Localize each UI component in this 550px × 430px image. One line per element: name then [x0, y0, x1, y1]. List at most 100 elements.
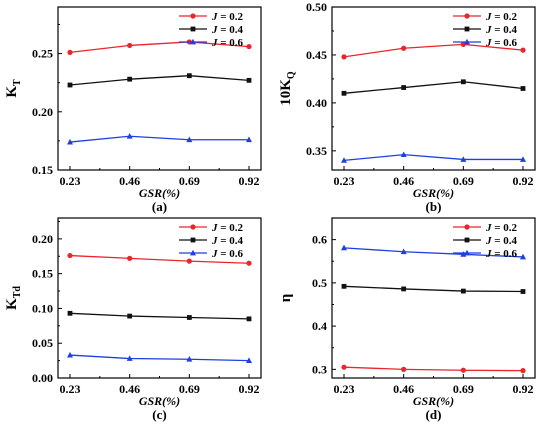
x-tick-label: 0.69: [179, 382, 200, 396]
x-tick-label: 0.92: [513, 174, 534, 188]
data-point: [246, 43, 252, 50]
x-tick-label: 0.69: [179, 174, 200, 188]
data-point: [126, 133, 133, 139]
legend-label: J = 0.2: [211, 222, 244, 234]
y-axis-label: 10KQ: [278, 71, 297, 106]
y-tick-label: 0.25: [32, 47, 53, 61]
data-point: [400, 248, 407, 255]
data-point: [460, 367, 466, 373]
legend-item: J = 0.2: [179, 11, 244, 23]
series-line: [69, 135, 249, 143]
series-1: [67, 252, 252, 266]
data-point: [341, 54, 347, 60]
legend-label: J = 0.2: [485, 222, 518, 234]
y-tick-label: 0.20: [32, 232, 53, 246]
legend-item: J = 0.4: [179, 24, 244, 36]
data-point: [67, 49, 73, 56]
legend-marker: [190, 237, 196, 243]
x-axis-label: GSR(%): [413, 186, 454, 200]
series-2: [341, 283, 526, 294]
y-tick-label: 0.05: [32, 336, 53, 350]
data-point: [460, 156, 467, 162]
series-line: [343, 81, 524, 94]
series-2: [341, 79, 526, 96]
data-point: [520, 47, 526, 53]
legend-marker: [190, 249, 196, 256]
data-point: [401, 45, 407, 51]
chart-panel-c: 0.00 0.05 0.10 0.15 0.20 0.23 0.46 0.69 0.92 GSR(…: [4, 217, 262, 422]
y-axis-label: η: [278, 294, 294, 303]
legend-item: J = 0.4: [453, 24, 518, 36]
legend-marker: [464, 26, 470, 32]
data-point: [520, 289, 526, 294]
y-tick-label: 0.40: [306, 96, 327, 110]
legend-item: J = 0.6: [179, 37, 244, 49]
legend-label: J = 0.6: [211, 248, 244, 260]
data-point: [67, 310, 73, 316]
data-point: [246, 136, 252, 143]
data-point: [186, 315, 192, 320]
legend-marker: [464, 237, 470, 243]
y-tick-label: 0.00: [32, 371, 53, 385]
series-2: [67, 310, 252, 322]
data-point: [186, 356, 193, 362]
y-axis-label: KTd: [4, 286, 23, 310]
data-point: [400, 151, 407, 158]
legend-item: J = 0.2: [453, 11, 518, 23]
legend-label: J = 0.4: [485, 24, 518, 36]
series-line: [69, 75, 250, 86]
data-point: [460, 79, 466, 85]
legend-label: J = 0.4: [485, 235, 518, 247]
legend-marker: [464, 13, 470, 19]
data-point: [67, 252, 73, 259]
data-point: [186, 136, 193, 143]
data-point: [127, 42, 133, 49]
series-3: [67, 351, 252, 364]
series-1: [341, 41, 526, 60]
y-tick-label: 0.50: [306, 0, 327, 14]
data-point: [67, 351, 73, 358]
data-point: [341, 283, 347, 289]
series-line: [343, 285, 524, 293]
data-point: [341, 364, 347, 370]
x-tick-label: 0.92: [239, 382, 260, 396]
y-tick-label: 0.15: [32, 267, 53, 281]
x-axis-label: GSR(%): [413, 394, 454, 408]
legend-marker: [464, 224, 470, 230]
legend-label: J = 0.6: [485, 37, 518, 49]
y-tick-label: 0.15: [32, 163, 53, 177]
y-tick-label: 0.6: [312, 233, 327, 247]
data-point: [520, 86, 526, 91]
series-line: [343, 366, 524, 372]
legend-marker: [464, 38, 470, 45]
data-point: [520, 253, 526, 260]
legend-item: J = 0.6: [453, 37, 518, 49]
data-point: [127, 313, 133, 319]
chart-panel-d: 0.3 0.4 0.5 0.6 0.23 0.46 0.69 0.92 GSR(%)(d) η J …: [278, 217, 536, 422]
x-tick-label: 0.69: [453, 174, 474, 188]
legend-item: J = 0.6: [453, 248, 518, 260]
legend-marker: [190, 224, 196, 230]
legend-item: J = 0.4: [453, 235, 518, 247]
data-point: [401, 366, 407, 372]
x-tick-label: 0.92: [239, 174, 260, 188]
data-point: [341, 244, 347, 251]
data-point: [67, 82, 73, 88]
y-tick-label: 0.10: [32, 301, 53, 315]
data-point: [127, 255, 133, 261]
y-tick-label: 0.5: [312, 276, 327, 290]
data-point: [186, 73, 192, 79]
legend-label: J = 0.2: [485, 11, 518, 23]
data-point: [460, 288, 466, 294]
data-point: [246, 357, 252, 364]
series-3: [67, 133, 252, 145]
series-line: [69, 354, 250, 362]
data-point: [520, 368, 526, 374]
x-axis-label: GSR(%): [139, 186, 180, 200]
legend-item: J = 0.6: [179, 248, 244, 260]
x-axis-label: GSR(%): [139, 394, 180, 408]
data-point: [246, 77, 252, 83]
series-3: [341, 244, 526, 260]
series-3: [341, 151, 526, 163]
chart-panel-b: 0.35 0.40 0.45 0.50 0.23 0.46 0.69 0.92 GSR(%)(b…: [278, 0, 536, 214]
